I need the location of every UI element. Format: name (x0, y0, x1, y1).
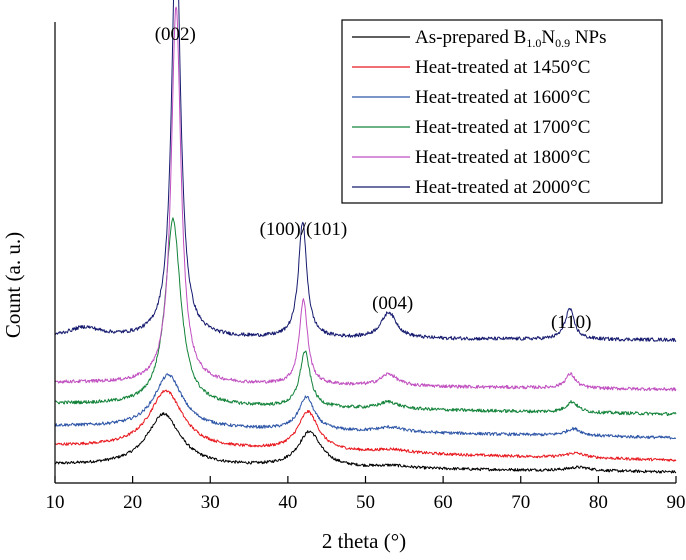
x-ticks: 10 20 30 40 50 60 70 80 90 (46, 476, 686, 513)
series-line-6 (54, 0, 677, 342)
series-line-5 (54, 6, 677, 392)
x-tick-label: 70 (511, 492, 530, 513)
y-axis-title: Count (a. u.) (1, 232, 25, 338)
series-line-2 (54, 389, 677, 462)
legend-frame (341, 19, 663, 204)
peak-label: (110) (551, 312, 591, 333)
series-line-3 (54, 373, 677, 440)
x-tick-label: 80 (589, 492, 608, 513)
x-tick-label: 10 (46, 492, 65, 513)
peak-label: (004) (372, 293, 413, 314)
peak-annotations: (002) (100)/(101) (004) (110) (155, 24, 592, 333)
legend-label-4: Heat-treated at 1700°C (415, 117, 590, 138)
x-tick-label: 50 (356, 492, 375, 513)
x-tick-label: 20 (123, 492, 142, 513)
legend-label-3: Heat-treated at 1600°C (415, 87, 590, 108)
peak-label: (002) (155, 24, 196, 45)
x-tick-label: 60 (434, 492, 453, 513)
plot-area (54, 0, 677, 474)
x-tick-label: 90 (667, 492, 686, 513)
legend-label-6: Heat-treated at 2000°C (415, 177, 590, 198)
x-tick-label: 40 (278, 492, 297, 513)
series-line-4 (54, 217, 677, 417)
legend-label-5: Heat-treated at 1800°C (415, 147, 590, 168)
x-tick-label: 30 (201, 492, 220, 513)
x-axis-title: 2 theta (°) (322, 529, 406, 553)
series-line-1 (54, 412, 677, 474)
peak-label: (100)/(101) (260, 219, 348, 240)
legend-label-2: Heat-treated at 1450°C (415, 57, 590, 78)
legend: As-prepared B1.0N0.9 NPs Heat-treated at … (341, 19, 663, 204)
legend-label-1: As-prepared B1.0N0.9 NPs (415, 27, 607, 50)
